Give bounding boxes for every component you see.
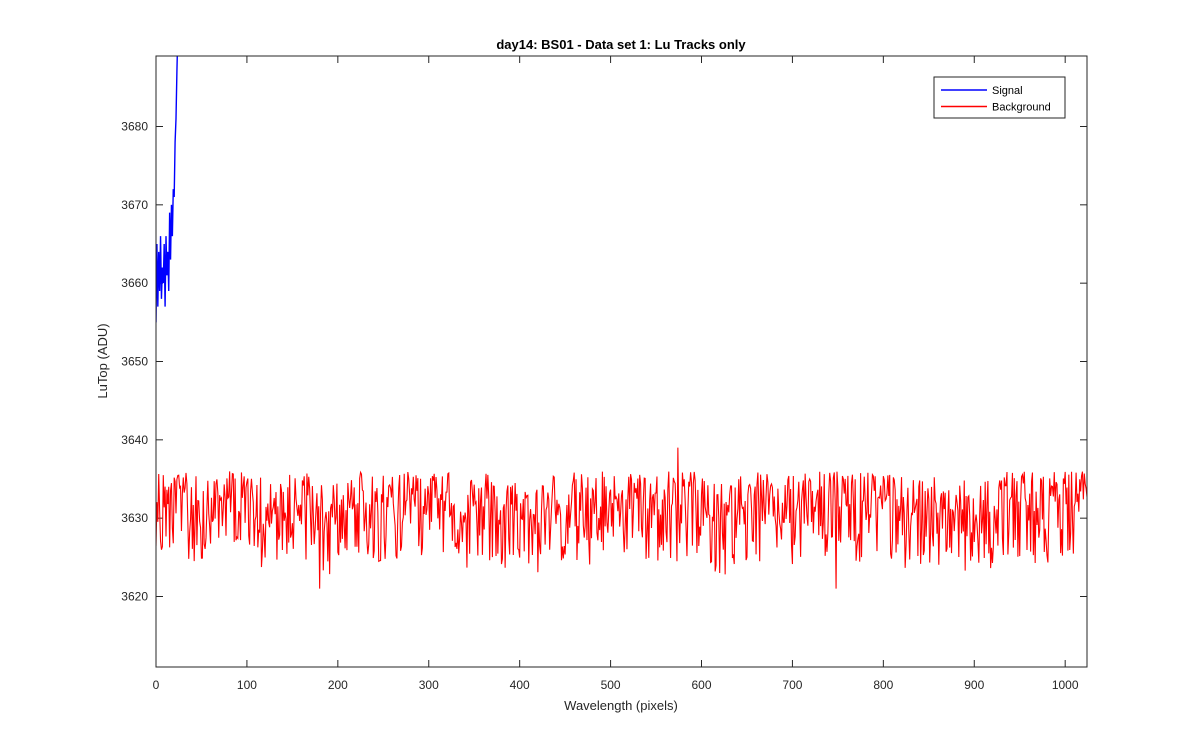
series-signal-line [156,56,178,323]
x-tick-label: 1000 [1052,678,1079,692]
y-tick-label: 3620 [121,590,148,604]
series-background-line [156,447,1087,589]
legend-entry-label: Background [992,102,1051,114]
x-tick-label: 300 [419,678,439,692]
x-tick-label: 900 [964,678,984,692]
y-tick-label: 3640 [121,433,148,447]
series-layer [156,56,1087,589]
legend-entry-label: Signal [992,85,1023,97]
x-tick-label: 700 [782,678,802,692]
y-tick-label: 3630 [121,511,148,525]
x-tick-label: 200 [328,678,348,692]
legend-box [933,76,1066,119]
plot-area [156,56,1087,667]
legend: Signal Background [933,76,1066,119]
y-tick-label: 3650 [121,355,148,369]
x-tick-label: 0 [153,678,160,692]
y-tick-label: 3680 [121,120,148,134]
x-tick-label: 400 [510,678,530,692]
plot-frame [155,55,1088,668]
y-axis-label: LuTop (ADU) [95,323,110,398]
chart-title: day14: BS01 - Data set 1: Lu Tracks only [496,37,746,52]
x-tick-label: 800 [873,678,893,692]
y-tick-label: 3660 [121,276,148,290]
x-tick-label: 500 [601,678,621,692]
y-tick-label: 3670 [121,198,148,212]
x-tick-label: 100 [237,678,257,692]
axes-ticks: 0 100 200 300 400 500 600 700 800 900 1000 3620 3630… [121,56,1087,692]
x-axis-label: Wavelength (pixels) [564,698,678,713]
x-tick-label: 600 [691,678,711,692]
